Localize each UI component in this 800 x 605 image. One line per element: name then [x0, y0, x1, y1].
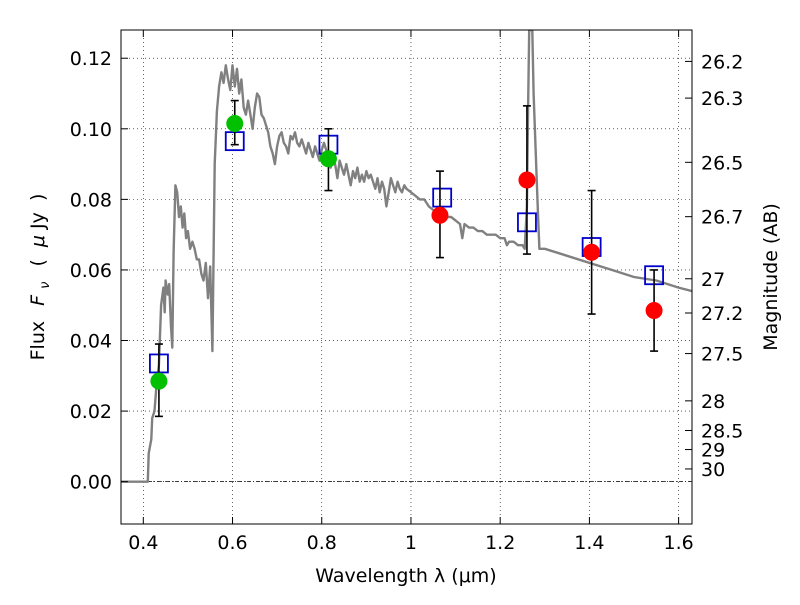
y2-tick-label: 28.5	[701, 420, 743, 442]
y2-tick-label: 26.2	[701, 51, 743, 73]
y-axis-label-unit-open: (	[27, 259, 49, 266]
observed-flux-point	[518, 171, 536, 189]
observed-flux-point	[319, 150, 337, 168]
y2-tick-label: 27.5	[701, 344, 743, 366]
y-tick-label: 0.04	[70, 331, 112, 353]
observed-flux-point	[583, 243, 601, 261]
y2-tick-label: 29	[701, 440, 725, 462]
y-axis-label-unit-mu: μ	[27, 235, 49, 248]
y-axis-label-subscript: ν	[38, 282, 53, 289]
y-tick-label: 0.12	[70, 48, 112, 70]
y2-tick-label: 26.5	[701, 152, 743, 174]
y-axis-label-text: Flux	[27, 321, 49, 361]
y-axis-label-symbol: F	[27, 294, 49, 306]
y2-tick-label: 27	[701, 269, 725, 291]
y2-axis-label: Magnitude (AB)	[760, 203, 782, 351]
y-axis-label-unit-close: )	[27, 194, 49, 201]
y2-tick-label: 26.7	[701, 207, 743, 229]
model-spectrum-line	[121, 30, 692, 483]
observed-flux-point	[431, 206, 449, 224]
x-tick-label: 0.8	[307, 532, 337, 554]
plot-area	[121, 30, 692, 483]
y-tick-label: 0.10	[70, 119, 112, 141]
y2-tick-label: 27.2	[701, 303, 743, 325]
x-tick-label: 1.2	[485, 532, 515, 554]
y2-tick-label: 30	[701, 459, 725, 481]
plot-frame	[120, 29, 693, 525]
observed-flux-point	[645, 302, 663, 320]
x-tick-label: 1	[405, 532, 417, 554]
y-axis-label-unit-rest: Jy	[27, 212, 49, 230]
observed-flux-point	[226, 115, 244, 133]
x-tick-label: 1.4	[574, 532, 604, 554]
x-tick-label: 0.4	[128, 532, 158, 554]
y-tick-label: 0.08	[70, 189, 112, 211]
y-axis-label: Flux F ν ( μ Jy )	[27, 194, 54, 361]
y-tick-label: 0.02	[70, 401, 112, 423]
axis-ticks: 0.4 0.6 0.8 1 1.2 1.4 1.6 0.00 0.02 0.04 0.06 0.08 0…	[70, 30, 743, 554]
y2-tick-label: 28	[701, 391, 725, 413]
y-tick-label: 0.00	[70, 472, 112, 494]
y-tick-label: 0.06	[70, 260, 112, 282]
y2-tick-label: 26.3	[701, 88, 743, 110]
observed-flux-point	[150, 372, 168, 390]
x-axis-label: Wavelength λ (μm)	[315, 565, 496, 587]
model-flux-square	[432, 187, 453, 208]
x-tick-label: 1.6	[664, 532, 694, 554]
x-tick-label: 0.6	[217, 532, 247, 554]
